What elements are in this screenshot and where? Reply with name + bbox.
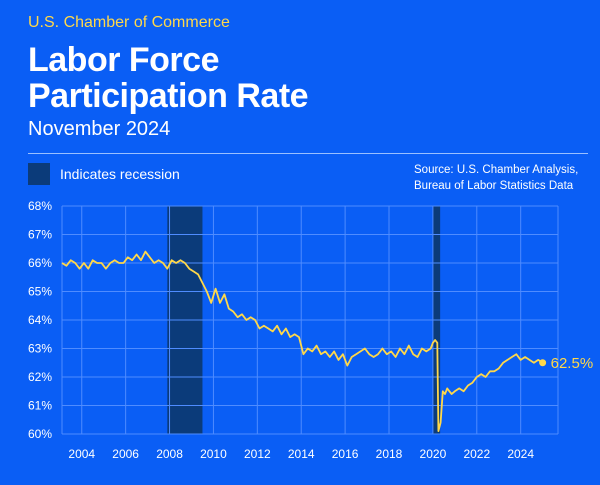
y-tick-label: 64% bbox=[28, 313, 52, 327]
recession-swatch bbox=[28, 163, 50, 185]
x-tick-label: 2014 bbox=[288, 447, 315, 461]
x-tick-label: 2018 bbox=[376, 447, 403, 461]
y-tick-label: 61% bbox=[28, 399, 52, 413]
y-tick-label: 65% bbox=[28, 285, 52, 299]
page-title: Labor Force Participation Rate bbox=[28, 41, 309, 115]
x-tick-label: 2024 bbox=[507, 447, 534, 461]
title-line-2: Participation Rate bbox=[28, 77, 309, 115]
y-tick-label: 68% bbox=[28, 199, 52, 213]
end-value-label: 62.5% bbox=[551, 355, 594, 372]
org-name: U.S. Chamber of Commerce bbox=[28, 14, 230, 31]
x-tick-label: 2016 bbox=[332, 447, 359, 461]
y-tick-label: 63% bbox=[28, 342, 52, 356]
x-tick-label: 2010 bbox=[200, 447, 227, 461]
title-line-1: Labor Force bbox=[28, 41, 219, 79]
y-tick-label: 62% bbox=[28, 370, 52, 384]
source-note: Source: U.S. Chamber Analysis, Bureau of… bbox=[414, 162, 586, 194]
source-line-2: Bureau of Labor Statistics Data bbox=[414, 180, 574, 192]
x-tick-label: 2008 bbox=[156, 447, 183, 461]
y-tick-label: 67% bbox=[28, 228, 52, 242]
divider bbox=[28, 153, 588, 154]
x-tick-label: 2022 bbox=[463, 447, 490, 461]
series-line bbox=[61, 250, 544, 432]
x-tick-label: 2012 bbox=[244, 447, 271, 461]
page-subtitle: November 2024 bbox=[28, 118, 171, 140]
legend: Indicates recession bbox=[28, 163, 180, 185]
legend-label: Indicates recession bbox=[60, 166, 180, 182]
y-tick-label: 66% bbox=[28, 256, 52, 270]
source-line-1: Source: U.S. Chamber Analysis, bbox=[414, 164, 579, 176]
end-point bbox=[539, 359, 547, 367]
x-tick-label: 2006 bbox=[112, 447, 139, 461]
x-tick-label: 2004 bbox=[68, 447, 95, 461]
y-tick-label: 60% bbox=[28, 427, 52, 441]
x-tick-label: 2020 bbox=[420, 447, 447, 461]
